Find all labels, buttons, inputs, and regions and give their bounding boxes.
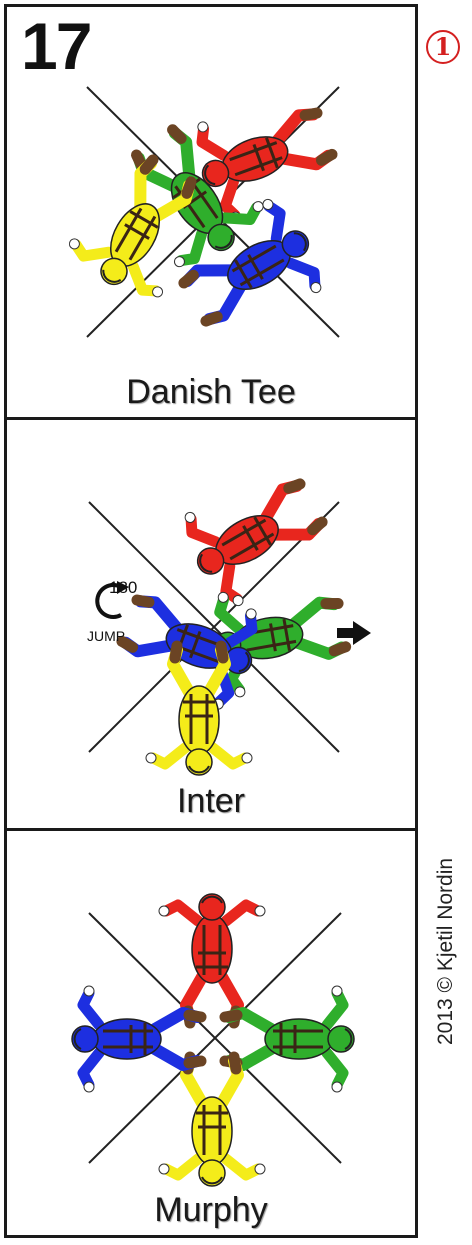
- inter-diagram: [88, 420, 371, 830]
- rotate-180-icon: [95, 581, 129, 619]
- panel-divider: [7, 828, 415, 831]
- formation-name: Murphy: [154, 1191, 268, 1229]
- marker-badge: 1: [426, 30, 460, 64]
- murphy-diagram: [7, 831, 421, 1235]
- page-number: 17: [21, 9, 92, 83]
- formation-panel-murphy: Murphy: [7, 831, 415, 1235]
- arrow-right-icon: [337, 621, 371, 645]
- copyright-text: 2013 © Kjetil Nordin: [434, 857, 457, 1045]
- marker-number: 1: [434, 32, 452, 61]
- danish-tee-diagram: [7, 7, 421, 419]
- formation-name: Danish Tee: [126, 373, 296, 411]
- grid-line: [88, 501, 340, 753]
- formation-name: Inter: [176, 782, 246, 820]
- dive-pool-card: 17 Danish Tee: [4, 4, 418, 1238]
- jump-degrees-label: 180: [109, 578, 138, 597]
- jump-label: JUMP: [87, 628, 126, 644]
- jumper-green: [225, 986, 354, 1092]
- jumper-yellow: [159, 1057, 265, 1186]
- panel-divider: [7, 417, 415, 420]
- grid-line: [88, 912, 342, 1164]
- jumper-red: [173, 457, 338, 613]
- formation-panel-inter: 180 JUMP Inter: [7, 420, 415, 830]
- formation-panel-danish-tee: Danish Tee: [7, 7, 415, 419]
